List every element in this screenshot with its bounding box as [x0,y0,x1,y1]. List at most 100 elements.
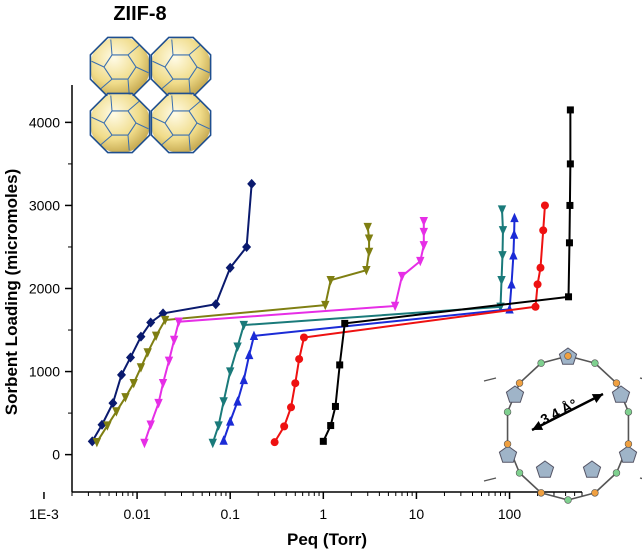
atom [612,469,621,477]
atom [564,496,572,504]
data-point [225,367,235,377]
data-point [566,106,574,114]
data-point [497,205,507,215]
series-1 [92,222,374,448]
imidazolate-ring [535,460,555,478]
arrow-head [591,394,603,403]
data-point [390,301,400,312]
data-point [208,438,217,449]
series-line [322,109,572,442]
data-point [116,369,126,380]
data-point [321,300,330,311]
data-point [239,374,249,385]
x-tick-label: 0.1 [220,506,240,522]
data-point [566,160,574,168]
data-point [416,256,425,267]
cage-unit [89,36,151,98]
atom [503,408,512,416]
inset-title: ZIIF-8 [113,3,166,25]
y-tick-label: 1000 [29,364,60,380]
methyl-bond [483,477,497,482]
cage-edge [188,135,191,151]
data-point [319,437,327,445]
data-point [108,398,118,409]
atom [564,352,572,360]
data-point [326,275,335,286]
data-point [112,407,121,417]
data-point [299,333,308,342]
data-point [92,437,102,448]
data-point [497,275,506,286]
data-point [154,398,163,409]
cage-edge [110,95,113,111]
series-0 [87,178,257,447]
data-point [287,403,296,412]
y-tick-label: 4000 [29,114,60,130]
data-point [245,349,254,360]
data-point [498,251,507,261]
data-point [419,227,429,238]
imidazolate-ring [505,385,525,403]
data-point [103,421,112,431]
atom [515,469,524,477]
cage-edge [100,134,113,146]
data-point [249,330,259,341]
cage-edge [152,60,166,68]
cage-edge [100,78,113,90]
atom [537,489,545,497]
cage-molecule-illustration: 3.4 Å° [483,347,642,504]
data-point [143,348,152,358]
pore-arrow [531,392,604,432]
x-tick-label: 1 [319,506,327,522]
data-point [419,241,429,251]
imidazolate-ring [611,385,631,403]
data-point [247,178,257,189]
data-point [362,266,371,276]
data-point [539,226,548,235]
cage-sphere [151,93,211,153]
data-point [336,361,344,369]
data-point [509,250,518,260]
cage-edge [188,100,201,112]
data-point [509,229,519,239]
data-point [327,422,335,430]
y-axis-title: Sorbent Loading (micromoles) [2,169,21,416]
cage-edge [152,116,166,124]
cage-sphere [90,93,150,153]
data-point [225,416,235,426]
cage-sphere [90,37,150,97]
data-point [233,396,242,406]
cage-edge [161,134,174,146]
cage-frame [89,92,151,154]
cage-sphere [151,37,211,97]
data-point [151,331,161,342]
data-point [291,379,300,388]
cage-unit [150,36,212,98]
data-point [169,335,179,346]
data-point [146,317,156,328]
atom [591,359,599,367]
cage-edge [127,44,140,56]
x-tick-label: 1E-3 [29,506,59,522]
atom [503,440,512,448]
data-point [219,397,228,407]
series-line [211,209,504,444]
data-point [565,239,573,247]
data-point [295,355,304,364]
zif8-structure-illustration [89,36,212,154]
cage-edge [127,79,130,95]
data-point [531,302,540,311]
series-6 [319,106,574,445]
x-axis-title: Peq (Torr) [287,530,367,549]
series-5 [270,201,549,447]
data-point [363,222,372,233]
atom [537,359,545,367]
data-point [419,217,429,227]
data-point [510,212,519,223]
cage-edge [127,100,140,112]
data-point [121,393,130,403]
data-point [331,402,339,410]
bond [518,472,542,494]
